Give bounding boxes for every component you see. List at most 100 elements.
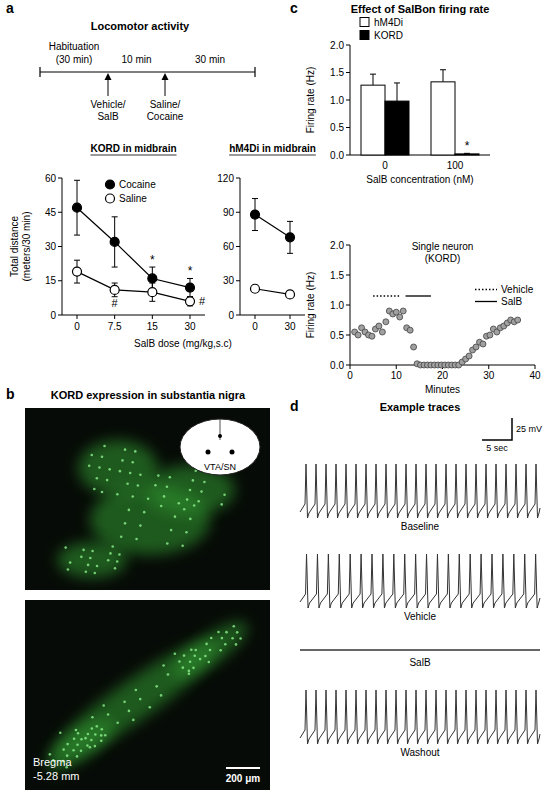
cell xyxy=(190,648,193,651)
y-tick xyxy=(346,275,350,276)
cell xyxy=(134,450,137,453)
y-axis-title: Firing rate (Hz) xyxy=(305,67,316,134)
cell xyxy=(166,486,169,489)
chart-title: (KORD) xyxy=(425,253,461,264)
marker xyxy=(286,233,295,242)
y-tick xyxy=(58,212,62,213)
y-tick xyxy=(346,365,350,366)
annotation: # xyxy=(199,295,206,307)
cell xyxy=(220,503,223,506)
y-tick-label: 0.5 xyxy=(330,330,344,341)
trace-label: SalB xyxy=(409,657,430,668)
cell xyxy=(100,734,103,737)
x-tick-label: 30 xyxy=(184,321,196,332)
cell xyxy=(239,637,242,640)
cell xyxy=(166,542,169,545)
cell xyxy=(183,508,186,511)
cell xyxy=(181,544,184,547)
legend-swatch xyxy=(360,31,369,40)
title-underline xyxy=(229,155,316,156)
cell xyxy=(77,732,80,735)
cell xyxy=(98,466,101,469)
y-tick xyxy=(236,315,240,316)
legend-marker xyxy=(106,180,115,189)
title-underline xyxy=(90,155,176,156)
x-tick xyxy=(350,365,351,369)
bregma-label: -5.28 mm xyxy=(33,770,79,782)
trace-label: Vehicle xyxy=(404,611,437,622)
cell xyxy=(72,749,75,752)
plot-area xyxy=(361,70,479,155)
cell xyxy=(129,472,132,475)
error-bar xyxy=(394,83,400,101)
y-tick xyxy=(346,45,350,46)
cell xyxy=(221,637,224,640)
cell xyxy=(101,491,104,494)
cell xyxy=(94,745,97,748)
cell xyxy=(224,643,227,646)
cell xyxy=(116,721,119,724)
cell xyxy=(100,728,103,731)
cell xyxy=(209,649,212,652)
micrograph-content xyxy=(39,613,255,780)
cell xyxy=(76,744,79,747)
cell xyxy=(87,733,90,736)
marker xyxy=(186,297,195,306)
x-tick-label: 100 xyxy=(447,160,464,171)
cell xyxy=(91,727,94,730)
cell xyxy=(80,750,83,753)
x-tick xyxy=(396,365,397,369)
panel-title: Example traces xyxy=(380,401,461,413)
cell xyxy=(160,505,163,508)
bregma-label: Bregma xyxy=(33,756,72,768)
cell xyxy=(109,552,112,555)
x-axis xyxy=(240,315,305,316)
series-line xyxy=(255,215,290,238)
cell xyxy=(106,479,109,482)
y-tick xyxy=(236,280,240,281)
scale-bar-label: 200 μm xyxy=(226,773,261,784)
inset-label: VTA/SN xyxy=(204,462,236,472)
y-tick-label: 120 xyxy=(217,173,234,184)
cell xyxy=(155,685,158,688)
x-tick-label: 20 xyxy=(437,370,449,381)
cell xyxy=(154,484,157,487)
cell xyxy=(91,550,94,553)
y-tick-label: 60 xyxy=(45,173,57,184)
cell xyxy=(236,631,239,634)
point xyxy=(515,317,521,323)
cell xyxy=(204,655,207,658)
cell xyxy=(90,739,93,742)
cell xyxy=(64,546,67,549)
cell xyxy=(193,654,196,657)
panel-letter: c xyxy=(290,0,298,16)
y-tick-label: 15 xyxy=(45,275,57,286)
timeline-end xyxy=(39,67,40,77)
y-axis-title: Firing rate (Hz) xyxy=(305,272,316,339)
point xyxy=(411,344,417,350)
cell xyxy=(132,719,135,722)
cell xyxy=(102,704,105,707)
annotation: * xyxy=(150,253,155,267)
cell xyxy=(194,649,197,652)
legend-swatch xyxy=(360,18,369,27)
cell xyxy=(126,482,129,485)
cell xyxy=(121,459,124,462)
trace-label: Washout xyxy=(400,747,439,758)
cell xyxy=(116,560,119,563)
bar xyxy=(385,101,409,155)
cell xyxy=(124,448,127,451)
arrow-head xyxy=(162,73,169,80)
y-tick-label: 0.0 xyxy=(330,150,344,161)
cell xyxy=(120,536,123,539)
cell xyxy=(167,673,170,676)
y-tick xyxy=(346,127,350,128)
cell xyxy=(186,498,189,501)
y-tick xyxy=(346,72,350,73)
marker xyxy=(286,290,295,299)
y-tick-label: 30 xyxy=(223,275,235,286)
cell xyxy=(174,652,177,655)
point xyxy=(400,308,406,314)
cell xyxy=(235,643,238,646)
figure: abcdLocomotor activityHabituation(30 min… xyxy=(0,0,554,798)
